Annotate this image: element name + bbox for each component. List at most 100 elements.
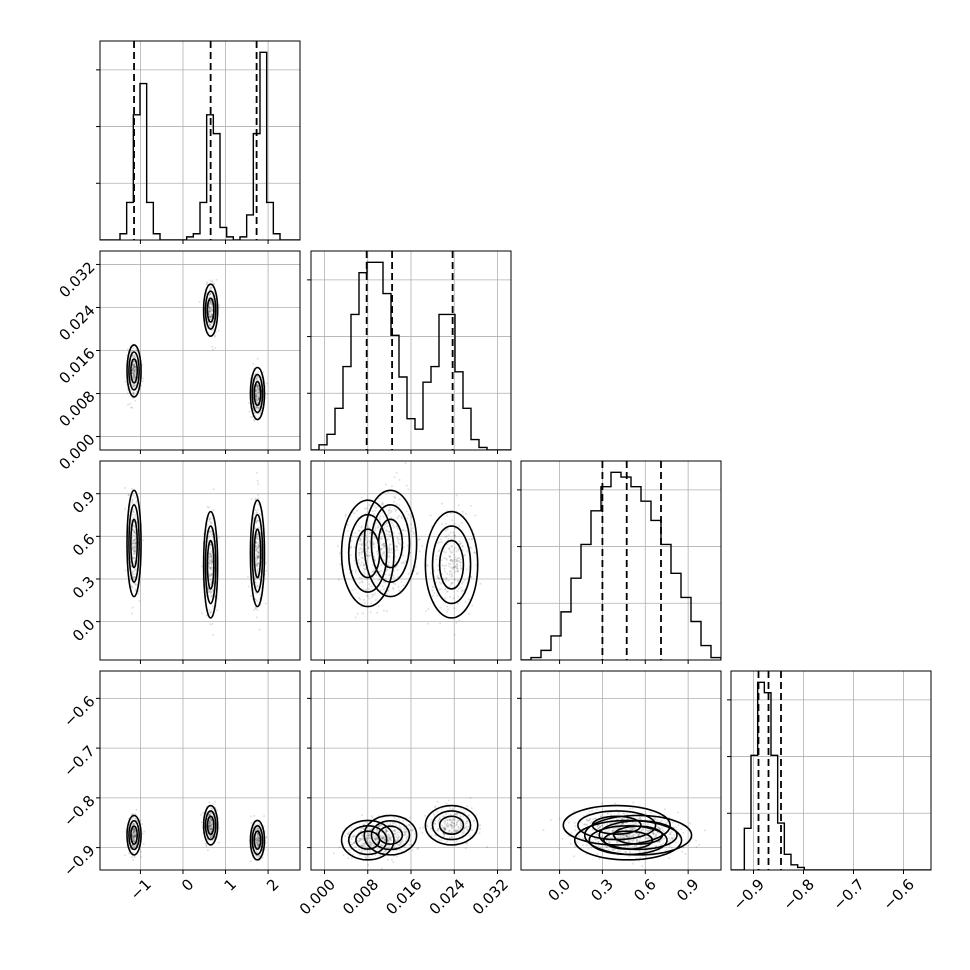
scatter-point xyxy=(381,837,384,839)
scatter-point xyxy=(637,834,639,837)
scatter-point xyxy=(207,826,210,828)
scatter-point xyxy=(255,837,257,840)
scatter-point xyxy=(401,850,404,853)
scatter-point xyxy=(253,577,256,580)
scatter-point xyxy=(362,837,365,840)
scatter-point xyxy=(631,813,634,816)
scatter-point xyxy=(247,575,249,578)
scatter-point xyxy=(658,840,661,843)
scatter-point xyxy=(695,845,698,848)
scatter-point xyxy=(393,476,396,479)
scatter-point xyxy=(451,826,454,829)
scatter-point xyxy=(658,815,661,818)
scatter-point xyxy=(671,821,674,824)
scatter-point xyxy=(455,494,458,497)
scatter-point xyxy=(365,566,367,569)
scatter-point xyxy=(360,556,363,559)
scatter-point xyxy=(381,844,384,847)
scatter-point xyxy=(606,817,609,820)
scatter-point xyxy=(209,550,212,553)
scatter-point xyxy=(456,812,459,815)
scatter-point xyxy=(257,834,260,837)
scatter-point xyxy=(255,520,258,523)
scatter-point xyxy=(574,825,577,828)
scatter-point xyxy=(212,634,215,636)
scatter-point xyxy=(130,351,132,354)
scatter-point xyxy=(458,559,460,562)
scatter-point xyxy=(360,850,363,853)
scatter-point xyxy=(393,508,396,510)
scatter-point xyxy=(364,857,367,859)
scatter-point xyxy=(464,512,467,515)
scatter-point xyxy=(362,550,365,553)
scatter-point xyxy=(210,559,213,562)
scatter-point xyxy=(623,835,626,837)
scatter-point xyxy=(256,839,259,842)
scatter-point xyxy=(450,821,453,824)
scatter-point xyxy=(379,824,382,826)
scatter-point xyxy=(133,375,136,378)
scatter-point xyxy=(367,841,370,844)
scatter-point xyxy=(365,838,368,840)
scatter-point xyxy=(208,820,211,823)
scatter-point xyxy=(659,820,662,823)
scatter-point xyxy=(210,823,213,826)
scatter-point xyxy=(254,389,257,392)
contour-level-1 xyxy=(204,810,217,841)
scatter-point xyxy=(398,515,401,517)
scatter-point xyxy=(256,570,259,572)
scatter-point xyxy=(132,822,135,825)
scatter-point xyxy=(211,561,214,564)
scatter-point xyxy=(431,585,434,588)
scatter-point xyxy=(388,551,391,554)
scatter-point xyxy=(410,523,412,526)
scatter-point xyxy=(256,554,259,557)
scatter-point xyxy=(381,585,384,588)
scatter-point xyxy=(466,820,469,823)
scatter-point xyxy=(255,379,258,382)
scatter-point xyxy=(635,832,637,835)
scatter-point xyxy=(363,843,366,846)
scatter-point xyxy=(131,376,134,379)
contour-level-2 xyxy=(603,830,654,850)
scatter-point xyxy=(394,840,397,843)
scatter-point xyxy=(452,597,455,600)
scatter-point xyxy=(354,532,357,534)
scatter-point xyxy=(655,844,658,847)
scatter-point xyxy=(209,818,212,821)
scatter-point xyxy=(389,838,392,841)
scatter-point xyxy=(363,842,365,845)
contour-level-1 xyxy=(251,513,264,593)
scatter-point xyxy=(252,516,255,519)
scatter-point xyxy=(362,549,365,552)
scatter-point xyxy=(393,844,396,847)
scatter-point xyxy=(389,506,391,509)
scatter-point xyxy=(475,564,478,567)
scatter-point xyxy=(132,834,135,837)
scatter-point xyxy=(424,814,427,817)
scatter-point xyxy=(256,399,259,402)
scatter-point xyxy=(403,827,405,830)
scatter-point xyxy=(133,835,136,838)
scatter-point xyxy=(625,835,628,838)
scatter-point xyxy=(473,551,476,554)
scatter-point xyxy=(363,828,366,831)
scatter-point xyxy=(346,523,349,526)
scatter-point xyxy=(256,479,259,482)
scatter-point xyxy=(143,830,146,833)
contour-level-1 xyxy=(431,525,472,605)
scatter-point xyxy=(611,829,614,832)
scatter-point xyxy=(437,820,440,822)
scatter-point xyxy=(209,300,212,302)
scatter-point xyxy=(451,551,454,554)
scatter-point xyxy=(209,315,212,318)
scatter-point xyxy=(358,552,360,555)
scatter-point xyxy=(448,533,450,536)
scatter-point xyxy=(256,569,259,572)
y-tick-label: 0.032 xyxy=(55,258,98,301)
scatter-point xyxy=(383,542,385,545)
scatter-point xyxy=(382,503,385,506)
scatter-point xyxy=(643,850,646,853)
scatter-point xyxy=(465,827,468,830)
scatter-point xyxy=(542,829,545,832)
